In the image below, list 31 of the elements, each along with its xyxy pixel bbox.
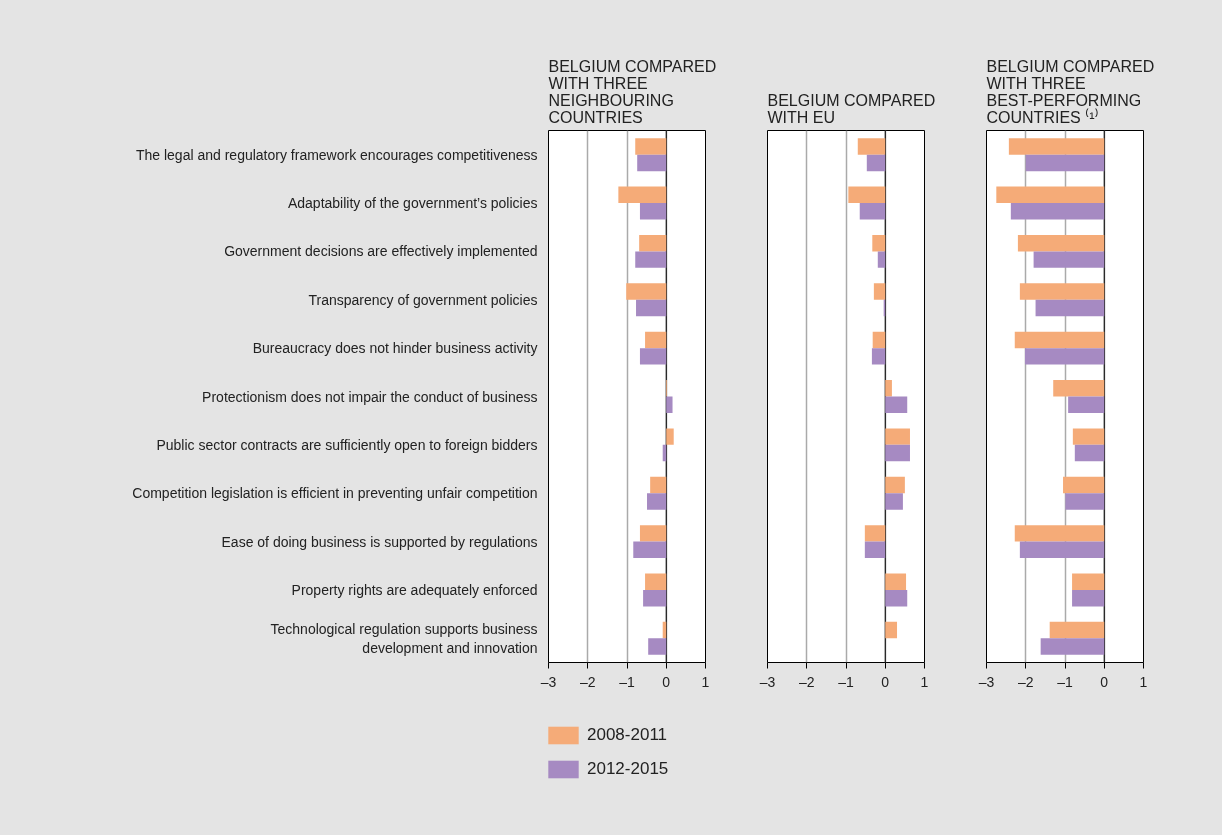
x-tick-label: –3: [978, 673, 995, 690]
y-tick-label: Ease of doing business is supported by regulations: [221, 533, 538, 550]
x-tick-label: –1: [619, 673, 635, 690]
x-tick-label: –2: [798, 673, 815, 690]
y-tick-label: Public sector contracts are sufficiently open to foreign bidders: [156, 436, 538, 453]
x-tick-label: –3: [540, 673, 557, 690]
legend-label: 2008-2011: [587, 725, 668, 745]
y-tick-label: Adaptability of the government’s policies: [287, 195, 538, 212]
x-tick-label: 1: [1139, 673, 1148, 690]
y-tick-label: Government decisions are effectively implemented: [224, 243, 538, 260]
y-tick-label: Competition legislation is efficient in preventing unfair competition: [132, 485, 538, 502]
y-tick-label: Bureaucracy does not hinder business activity: [252, 340, 538, 357]
x-tick-label: 0: [662, 673, 671, 690]
chart-title: BELGIUM COMPARED WITH THREE BEST-PERFORMING COUNTRIES ⁽¹⁾: [986, 57, 1155, 126]
x-tick-label: –2: [579, 673, 596, 690]
x-tick-label: –1: [1057, 673, 1073, 690]
x-tick-label: 1: [920, 673, 929, 690]
x-tick-label: –3: [759, 673, 776, 690]
x-tick-label: –2: [1017, 673, 1034, 690]
y-tick-label: Property rights are adequately enforced: [291, 581, 538, 598]
x-tick-label: 0: [1100, 673, 1109, 690]
chart-title: BELGIUM COMPARED WITH THREE NEIGHBOURING COUNTRIES: [548, 57, 717, 126]
x-tick-label: –1: [838, 673, 854, 690]
x-tick-label: 1: [701, 673, 710, 690]
chart-title: BELGIUM COMPARED WITH EU: [767, 91, 936, 126]
y-tick-label: The legal and regulatory framework encourages competitiveness: [135, 146, 538, 163]
y-tick-label: Protectionism does not impair the conduct of business: [202, 388, 538, 405]
legend-label: 2012-2015: [587, 759, 669, 779]
x-tick-label: 0: [881, 673, 890, 690]
y-tick-label: Transparency of government policies: [308, 291, 538, 308]
y-tick-label: Technological regulation supports business development and innovation: [270, 620, 538, 656]
